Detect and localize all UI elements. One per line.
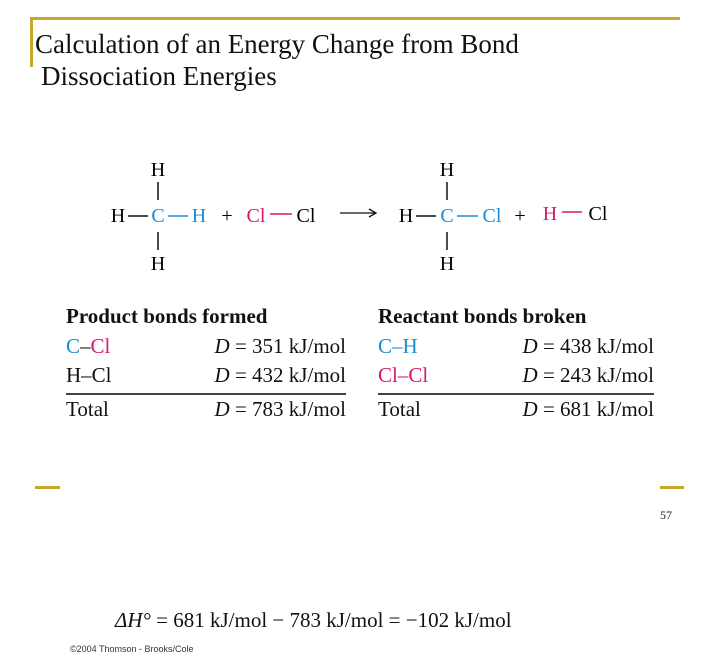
- total-value: D = 681 kJ/mol: [522, 397, 654, 421]
- page-number: 57: [660, 508, 672, 522]
- chloromethane-molecule: H H C Cl H: [399, 159, 502, 275]
- table-row: C–H D = 438 kJ/mol: [378, 332, 654, 361]
- title-line-2: Dissociation Energies: [41, 61, 277, 91]
- chlorine-atom-right: Cl: [297, 205, 316, 227]
- methane-carbon: C: [151, 205, 164, 227]
- product-bonds-table: Product bonds formed C–Cl D = 351 kJ/mol…: [66, 300, 346, 424]
- gold-rule-bottom-right: [652, 486, 684, 489]
- chloromethane-carbon: C: [440, 205, 453, 227]
- table-row: Cl–Cl D = 243 kJ/mol: [378, 361, 654, 390]
- reactant-bonds-heading: Reactant bonds broken: [378, 304, 587, 328]
- chloromethane-h-left: H: [399, 205, 413, 227]
- chlorine-atom-left: Cl: [247, 205, 266, 227]
- bond-energy-value: D = 432 kJ/mol: [214, 363, 346, 387]
- bond-energy-figure: H H C H H + Cl Cl H H C: [60, 150, 660, 654]
- plus-sign-1: +: [221, 205, 232, 227]
- table-row: C–Cl D = 351 kJ/mol: [66, 332, 346, 361]
- hydrogen-chloride-molecule: H Cl: [543, 203, 608, 225]
- table-row: H–Cl D = 432 kJ/mol: [66, 361, 346, 390]
- copyright-credit: ©2004 Thomson - Brooks/Cole: [70, 644, 194, 654]
- chlorine-molecule: Cl Cl: [247, 205, 316, 227]
- methane-h-top: H: [151, 159, 165, 181]
- bond-energy-value: D = 243 kJ/mol: [522, 363, 654, 387]
- enthalpy-calculation: = 681 kJ/mol − 783 kJ/mol = −102 kJ/mol: [150, 608, 512, 632]
- gold-rule-bottom-left: [35, 486, 65, 489]
- reaction-arrow: [340, 208, 378, 218]
- gold-rule-left: [30, 17, 33, 67]
- chloromethane-h-top: H: [440, 159, 454, 181]
- bond-c-cl: C–Cl: [66, 334, 111, 358]
- title-line-1: Calculation of an Energy Change from Bon…: [35, 29, 519, 59]
- enthalpy-equation: ΔH° = 681 kJ/mol − 783 kJ/mol = −102 kJ/…: [115, 608, 512, 633]
- reactant-bonds-table: Reactant bonds broken C–H D = 438 kJ/mol…: [378, 300, 654, 424]
- bond-energy-value: D = 438 kJ/mol: [522, 334, 654, 358]
- methane-h-right: H: [192, 205, 206, 227]
- gold-rule-top: [30, 17, 680, 20]
- table-total-row: Total D = 681 kJ/mol: [378, 393, 654, 424]
- hcl-chlorine: Cl: [589, 203, 608, 225]
- methane-h-bottom: H: [151, 253, 165, 275]
- enthalpy-symbol: ΔH°: [115, 608, 151, 632]
- bond-c-h: C–H: [378, 334, 418, 358]
- bond-cl-cl: Cl–Cl: [378, 363, 429, 387]
- total-label: Total: [66, 397, 109, 421]
- total-label: Total: [378, 397, 421, 421]
- chloromethane-h-bottom: H: [440, 253, 454, 275]
- hcl-hydrogen: H: [543, 203, 557, 225]
- bond-h-cl: H–Cl: [66, 363, 112, 387]
- bond-energy-value: D = 351 kJ/mol: [214, 334, 346, 358]
- product-bonds-heading: Product bonds formed: [66, 304, 268, 328]
- total-value: D = 783 kJ/mol: [214, 397, 346, 421]
- methane-h-left: H: [111, 205, 125, 227]
- slide-title: Calculation of an Energy Change from Bon…: [35, 28, 675, 92]
- plus-sign-2: +: [514, 205, 525, 227]
- methane-molecule: H H C H H: [111, 159, 206, 275]
- chloromethane-cl: Cl: [483, 205, 502, 227]
- table-total-row: Total D = 783 kJ/mol: [66, 393, 346, 424]
- reaction-equation: H H C H H + Cl Cl H H C: [111, 159, 608, 275]
